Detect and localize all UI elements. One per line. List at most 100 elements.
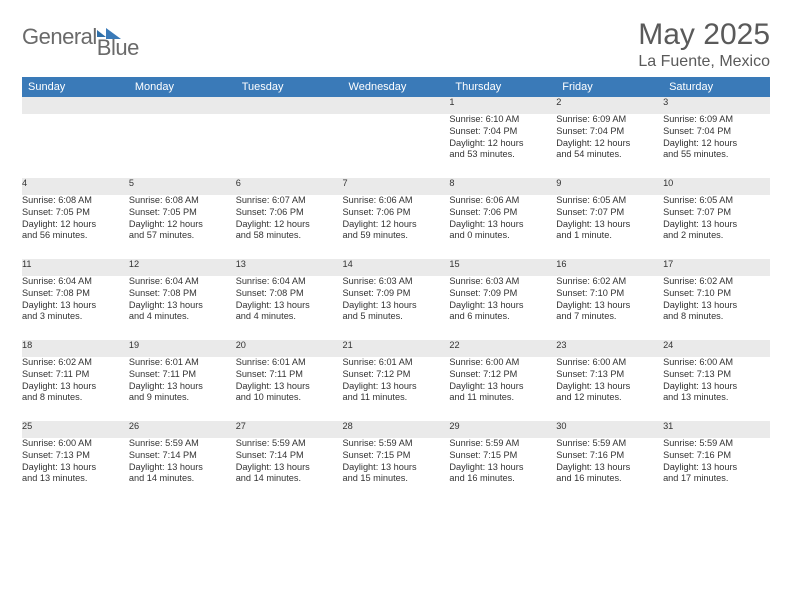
content-row: Sunrise: 6:08 AMSunset: 7:05 PMDaylight:… (22, 195, 770, 259)
day-number: 24 (663, 340, 770, 357)
header: General Blue May 2025 La Fuente, Mexico (22, 18, 770, 71)
sunrise-text: Sunrise: 6:02 AM (22, 357, 129, 369)
day-cell: Sunrise: 6:08 AMSunset: 7:05 PMDaylight:… (129, 195, 236, 259)
daylight-text-1: Daylight: 13 hours (449, 381, 556, 393)
daylight-text-1: Daylight: 13 hours (22, 462, 129, 474)
content-row: Sunrise: 6:02 AMSunset: 7:11 PMDaylight:… (22, 357, 770, 421)
weekday-sunday: Sunday (22, 77, 129, 97)
daylight-text-1: Daylight: 13 hours (129, 381, 236, 393)
day-cell: Sunrise: 6:09 AMSunset: 7:04 PMDaylight:… (556, 114, 663, 178)
day-number: 20 (236, 340, 343, 357)
sunset-text: Sunset: 7:13 PM (22, 450, 129, 462)
daylight-text-1: Daylight: 13 hours (663, 300, 770, 312)
sunrise-text: Sunrise: 6:05 AM (663, 195, 770, 207)
sunset-text: Sunset: 7:15 PM (449, 450, 556, 462)
sunrise-text: Sunrise: 6:07 AM (236, 195, 343, 207)
day-number: 10 (663, 178, 770, 195)
sunrise-text: Sunrise: 5:59 AM (343, 438, 450, 450)
day-cell: Sunrise: 5:59 AMSunset: 7:16 PMDaylight:… (556, 438, 663, 502)
brand-logo: General Blue (22, 24, 165, 50)
weekday-wednesday: Wednesday (343, 77, 450, 97)
sunrise-text: Sunrise: 5:59 AM (663, 438, 770, 450)
calendar-table: Sunday Monday Tuesday Wednesday Thursday… (22, 77, 770, 502)
day-cell: Sunrise: 5:59 AMSunset: 7:14 PMDaylight:… (236, 438, 343, 502)
sunset-text: Sunset: 7:05 PM (22, 207, 129, 219)
sunrise-text: Sunrise: 5:59 AM (556, 438, 663, 450)
day-number: 5 (129, 178, 236, 195)
daylight-text-2: and 0 minutes. (449, 230, 556, 242)
daylight-text-2: and 1 minute. (556, 230, 663, 242)
sunrise-text: Sunrise: 6:03 AM (343, 276, 450, 288)
sunrise-text: Sunrise: 6:04 AM (236, 276, 343, 288)
empty-cell (129, 114, 236, 178)
day-number: 4 (22, 178, 129, 195)
day-number: 22 (449, 340, 556, 357)
day-number: 25 (22, 421, 129, 438)
weekday-thursday: Thursday (449, 77, 556, 97)
day-number: 13 (236, 259, 343, 276)
content-row: Sunrise: 6:04 AMSunset: 7:08 PMDaylight:… (22, 276, 770, 340)
daylight-text-2: and 14 minutes. (129, 473, 236, 485)
day-number: 9 (556, 178, 663, 195)
title-block: May 2025 La Fuente, Mexico (638, 18, 770, 71)
sunrise-text: Sunrise: 6:04 AM (22, 276, 129, 288)
empty-cell (22, 114, 129, 178)
sunset-text: Sunset: 7:08 PM (129, 288, 236, 300)
daylight-text-2: and 16 minutes. (556, 473, 663, 485)
sunset-text: Sunset: 7:08 PM (22, 288, 129, 300)
day-cell: Sunrise: 5:59 AMSunset: 7:16 PMDaylight:… (663, 438, 770, 502)
day-cell: Sunrise: 6:00 AMSunset: 7:13 PMDaylight:… (556, 357, 663, 421)
day-cell: Sunrise: 6:04 AMSunset: 7:08 PMDaylight:… (236, 276, 343, 340)
daylight-text-2: and 7 minutes. (556, 311, 663, 323)
sunset-text: Sunset: 7:07 PM (663, 207, 770, 219)
daylight-text-1: Daylight: 13 hours (129, 300, 236, 312)
location-label: La Fuente, Mexico (638, 53, 770, 71)
day-cell: Sunrise: 6:02 AMSunset: 7:11 PMDaylight:… (22, 357, 129, 421)
day-cell: Sunrise: 6:01 AMSunset: 7:12 PMDaylight:… (343, 357, 450, 421)
calendar-page: General Blue May 2025 La Fuente, Mexico … (0, 0, 792, 612)
sunrise-text: Sunrise: 6:00 AM (663, 357, 770, 369)
day-cell: Sunrise: 6:01 AMSunset: 7:11 PMDaylight:… (236, 357, 343, 421)
daynum-row: 25262728293031 (22, 421, 770, 438)
daylight-text-1: Daylight: 12 hours (22, 219, 129, 231)
sunrise-text: Sunrise: 5:59 AM (236, 438, 343, 450)
daylight-text-2: and 12 minutes. (556, 392, 663, 404)
day-number: 26 (129, 421, 236, 438)
day-cell: Sunrise: 6:00 AMSunset: 7:13 PMDaylight:… (22, 438, 129, 502)
sunset-text: Sunset: 7:08 PM (236, 288, 343, 300)
sunrise-text: Sunrise: 6:02 AM (556, 276, 663, 288)
day-number: 19 (129, 340, 236, 357)
daylight-text-1: Daylight: 13 hours (236, 381, 343, 393)
day-cell: Sunrise: 6:00 AMSunset: 7:13 PMDaylight:… (663, 357, 770, 421)
calendar-head: Sunday Monday Tuesday Wednesday Thursday… (22, 77, 770, 97)
daylight-text-2: and 16 minutes. (449, 473, 556, 485)
weekday-friday: Friday (556, 77, 663, 97)
daynum-row: 18192021222324 (22, 340, 770, 357)
daylight-text-1: Daylight: 13 hours (556, 300, 663, 312)
brand-name-part1: General (22, 24, 97, 49)
daylight-text-1: Daylight: 13 hours (556, 219, 663, 231)
sunset-text: Sunset: 7:10 PM (663, 288, 770, 300)
sunset-text: Sunset: 7:04 PM (449, 126, 556, 138)
sunrise-text: Sunrise: 6:04 AM (129, 276, 236, 288)
daylight-text-2: and 13 minutes. (663, 392, 770, 404)
sunset-text: Sunset: 7:11 PM (22, 369, 129, 381)
daynum-row: 123 (22, 97, 770, 114)
daylight-text-1: Daylight: 13 hours (22, 300, 129, 312)
sunset-text: Sunset: 7:14 PM (236, 450, 343, 462)
brand-name-part2-wrap: Blue (97, 35, 139, 61)
daynum-row: 45678910 (22, 178, 770, 195)
sunrise-text: Sunrise: 6:06 AM (449, 195, 556, 207)
daylight-text-1: Daylight: 12 hours (343, 219, 450, 231)
sunrise-text: Sunrise: 6:09 AM (556, 114, 663, 126)
empty-cell (343, 114, 450, 178)
daylight-text-1: Daylight: 13 hours (22, 381, 129, 393)
daylight-text-2: and 10 minutes. (236, 392, 343, 404)
daylight-text-1: Daylight: 13 hours (663, 381, 770, 393)
day-cell: Sunrise: 5:59 AMSunset: 7:15 PMDaylight:… (449, 438, 556, 502)
day-cell: Sunrise: 6:06 AMSunset: 7:06 PMDaylight:… (449, 195, 556, 259)
daylight-text-2: and 15 minutes. (343, 473, 450, 485)
sunset-text: Sunset: 7:16 PM (556, 450, 663, 462)
sunset-text: Sunset: 7:06 PM (343, 207, 450, 219)
daylight-text-1: Daylight: 12 hours (236, 219, 343, 231)
